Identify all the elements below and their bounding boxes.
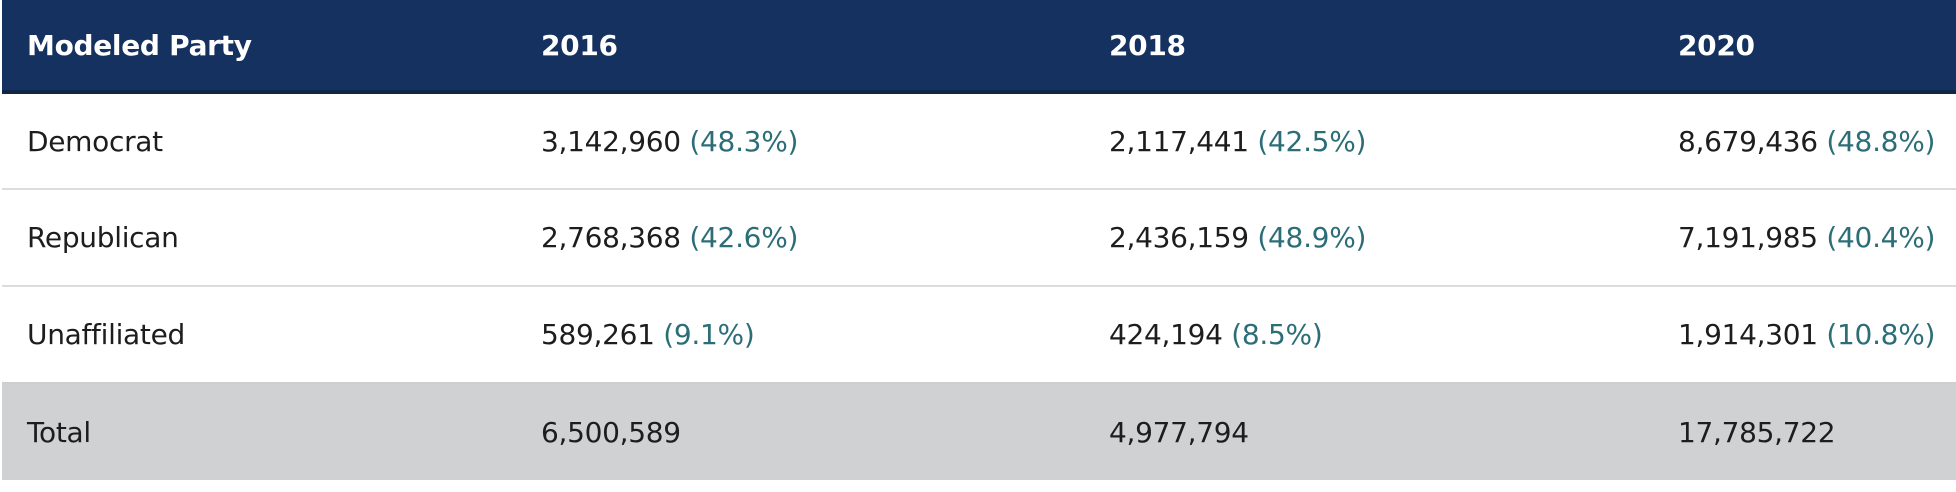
table-row-republican: Republican 2,768,368 (42.6%) 2,436,159 (…: [2, 189, 1956, 286]
count-value: 8,679,436: [1678, 124, 1818, 158]
percent-value: (8.5%): [1231, 318, 1323, 351]
cell-2016: 2,768,368 (42.6%): [516, 189, 1084, 286]
cell-2018: 2,436,159 (48.9%): [1084, 189, 1653, 286]
percent-value: (40.4%): [1826, 221, 1936, 254]
total-label: Total: [27, 415, 91, 449]
percent-value: (9.1%): [663, 318, 755, 351]
percent-value: (48.8%): [1826, 124, 1936, 158]
cell-2016: 3,142,960 (48.3%): [516, 92, 1084, 189]
total-2018: 4,977,794: [1109, 415, 1249, 449]
column-header-2018: 2018: [1109, 28, 1186, 62]
total-2020: 17,785,722: [1678, 415, 1836, 449]
count-value: 3,142,960: [541, 124, 681, 158]
total-2016: 6,500,589: [541, 415, 681, 449]
cell-2018: 2,117,441 (42.5%): [1084, 92, 1653, 189]
count-value: 1,914,301: [1678, 318, 1818, 351]
count-value: 589,261: [541, 318, 655, 351]
table-row-democrat: Democrat 3,142,960 (48.3%) 2,117,441 (42…: [2, 92, 1956, 189]
table-header: Modeled Party 2016 2018 2020: [2, 0, 1956, 92]
cell-2018: 424,194 (8.5%): [1084, 286, 1653, 383]
cell-2016: 589,261 (9.1%): [516, 286, 1084, 383]
column-header-modeled-party: Modeled Party: [27, 28, 252, 62]
percent-value: (42.5%): [1257, 124, 1367, 158]
party-registration-table: Modeled Party 2016 2018 2020 Democrat 3,…: [2, 0, 1956, 480]
header-row: Modeled Party 2016 2018 2020: [2, 0, 1956, 92]
count-value: 7,191,985: [1678, 221, 1818, 254]
cell-2020: 8,679,436 (48.8%): [1653, 92, 1956, 189]
row-label: Unaffiliated: [27, 318, 185, 351]
table-body: Democrat 3,142,960 (48.3%) 2,117,441 (42…: [2, 92, 1956, 480]
count-value: 2,436,159: [1109, 221, 1249, 254]
table-row-unaffiliated: Unaffiliated 589,261 (9.1%) 424,194 (8.5…: [2, 286, 1956, 383]
percent-value: (10.8%): [1826, 318, 1936, 351]
column-header-2016: 2016: [541, 28, 618, 62]
row-label: Republican: [27, 221, 179, 254]
percent-value: (48.3%): [689, 124, 799, 158]
percent-value: (48.9%): [1257, 221, 1367, 254]
cell-2020: 1,914,301 (10.8%): [1653, 286, 1956, 383]
cell-2020: 7,191,985 (40.4%): [1653, 189, 1956, 286]
column-header-2020: 2020: [1678, 28, 1755, 62]
row-label: Democrat: [27, 124, 163, 158]
count-value: 424,194: [1109, 318, 1223, 351]
table-row-total: Total 6,500,589 4,977,794 17,785,722: [2, 383, 1956, 480]
count-value: 2,117,441: [1109, 124, 1249, 158]
percent-value: (42.6%): [689, 221, 799, 254]
count-value: 2,768,368: [541, 221, 681, 254]
